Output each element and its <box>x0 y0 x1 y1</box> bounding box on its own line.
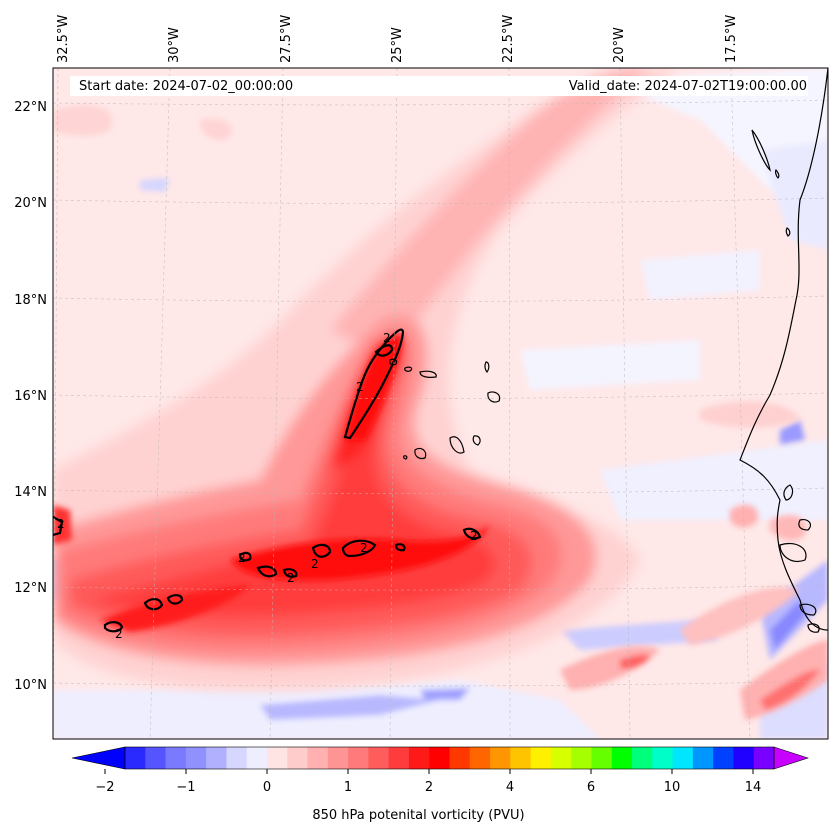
lat-label-14n: 14°N <box>14 485 47 500</box>
colorbar-segment <box>530 747 552 769</box>
contour-label: 2 <box>115 627 123 641</box>
colorbar-tick-label: 4 <box>506 780 514 795</box>
valid-date-label: Valid_date: 2024-07-02T19:00:00.00 <box>568 79 807 94</box>
colorbar-segment <box>550 747 572 769</box>
colorbar-segment <box>327 747 349 769</box>
longitude-labels: 32.5°W 30°W 27.5°W 25°W 22.5°W 20°W 17.5… <box>56 15 739 63</box>
colorbar-segment <box>368 747 390 769</box>
pv-cores <box>53 105 828 720</box>
colorbar-ticks <box>104 769 754 774</box>
pv-2-contours <box>53 328 482 633</box>
colorbar-tick-label: −2 <box>95 780 114 795</box>
contour-label: 2 <box>383 331 391 345</box>
lon-label-17-5w: 17.5°W <box>724 15 739 63</box>
lon-label-30w: 30°W <box>167 27 182 63</box>
colorbar-segment <box>226 747 248 769</box>
colorbar-title: 850 hPa potenital vorticity (PVU) <box>312 808 525 823</box>
colorbar: −2 −1 0 1 2 4 6 10 14 <box>71 746 809 795</box>
contour-labels: 2 2 2 2 2 2 2 2 2 <box>57 331 478 641</box>
colorbar-segment <box>611 747 633 769</box>
lon-label-20w: 20°W <box>612 27 627 63</box>
colorbar-segment <box>490 747 511 769</box>
colorbar-segment <box>510 747 532 769</box>
lon-label-22-5w: 22.5°W <box>501 15 516 63</box>
lon-label-32-5w: 32.5°W <box>56 15 71 63</box>
colorbar-segment <box>591 747 613 769</box>
colorbar-segment <box>469 747 491 769</box>
coastlines <box>389 68 828 633</box>
colorbar-segment <box>692 747 714 769</box>
lat-label-18n: 18°N <box>14 293 47 308</box>
pv-field: 2 2 2 2 2 2 2 2 2 <box>53 68 828 739</box>
contour-label: 2 <box>360 541 368 555</box>
contour-label: 2 <box>287 571 295 585</box>
colorbar-segment <box>348 747 369 769</box>
colorbar-segment <box>165 747 187 769</box>
start-date-label: Start date: 2024-07-02_00:00:00 <box>79 79 294 94</box>
colorbar-segment <box>125 747 146 769</box>
colorbar-segment <box>388 747 410 769</box>
contour-label: 2 <box>311 557 319 571</box>
colorbar-segment <box>266 747 288 769</box>
lat-label-12n: 12°N <box>14 581 47 596</box>
colorbar-tick-label: −1 <box>176 780 195 795</box>
colorbar-tick-label: 14 <box>745 780 762 795</box>
colorbar-segment <box>672 747 694 769</box>
colorbar-segment <box>185 747 207 769</box>
plot-frame <box>52 67 829 740</box>
colorbar-segment <box>571 747 593 769</box>
lon-label-25w: 25°W <box>390 27 405 63</box>
lon-label-27-5w: 27.5°W <box>279 15 294 63</box>
colorbar-tick-label: 0 <box>263 780 271 795</box>
colorbar-segment <box>733 747 755 769</box>
colorbar-segment <box>429 747 451 769</box>
colorbar-min-arrow <box>71 746 126 770</box>
contour-label: 2 <box>356 380 364 394</box>
contour-label: 2 <box>238 551 246 565</box>
colorbar-tick-label: 10 <box>664 780 681 795</box>
colorbar-segment <box>449 747 471 769</box>
colorbar-segment <box>753 747 775 769</box>
colorbar-segment <box>652 747 674 769</box>
colorbar-frame <box>124 746 775 770</box>
colorbar-segment <box>632 747 653 769</box>
colorbar-segment <box>307 747 329 769</box>
colorbar-tick-label: 6 <box>587 780 595 795</box>
date-header-box <box>70 76 808 96</box>
lat-label-22n: 22°N <box>14 100 47 115</box>
colorbar-segment <box>408 747 430 769</box>
colorbar-segments <box>125 747 775 769</box>
lat-label-10n: 10°N <box>14 678 47 693</box>
colorbar-segment <box>246 747 268 769</box>
contour-label: 2 <box>470 529 478 543</box>
latitude-labels: 22°N 20°N 18°N 16°N 14°N 12°N 10°N <box>14 100 47 693</box>
colorbar-tick-labels: −2 −1 0 1 2 4 6 10 14 <box>95 780 761 795</box>
graticule <box>53 68 828 739</box>
colorbar-tick-label: 1 <box>344 780 352 795</box>
lat-label-16n: 16°N <box>14 389 47 404</box>
contour-label: 2 <box>57 517 65 531</box>
colorbar-segment <box>287 747 309 769</box>
colorbar-max-arrow <box>773 746 809 770</box>
colorbar-segment <box>145 747 167 769</box>
colorbar-segment <box>206 747 228 769</box>
lat-label-20n: 20°N <box>14 196 47 211</box>
colorbar-tick-label: 2 <box>425 780 433 795</box>
colorbar-segment <box>713 747 735 769</box>
